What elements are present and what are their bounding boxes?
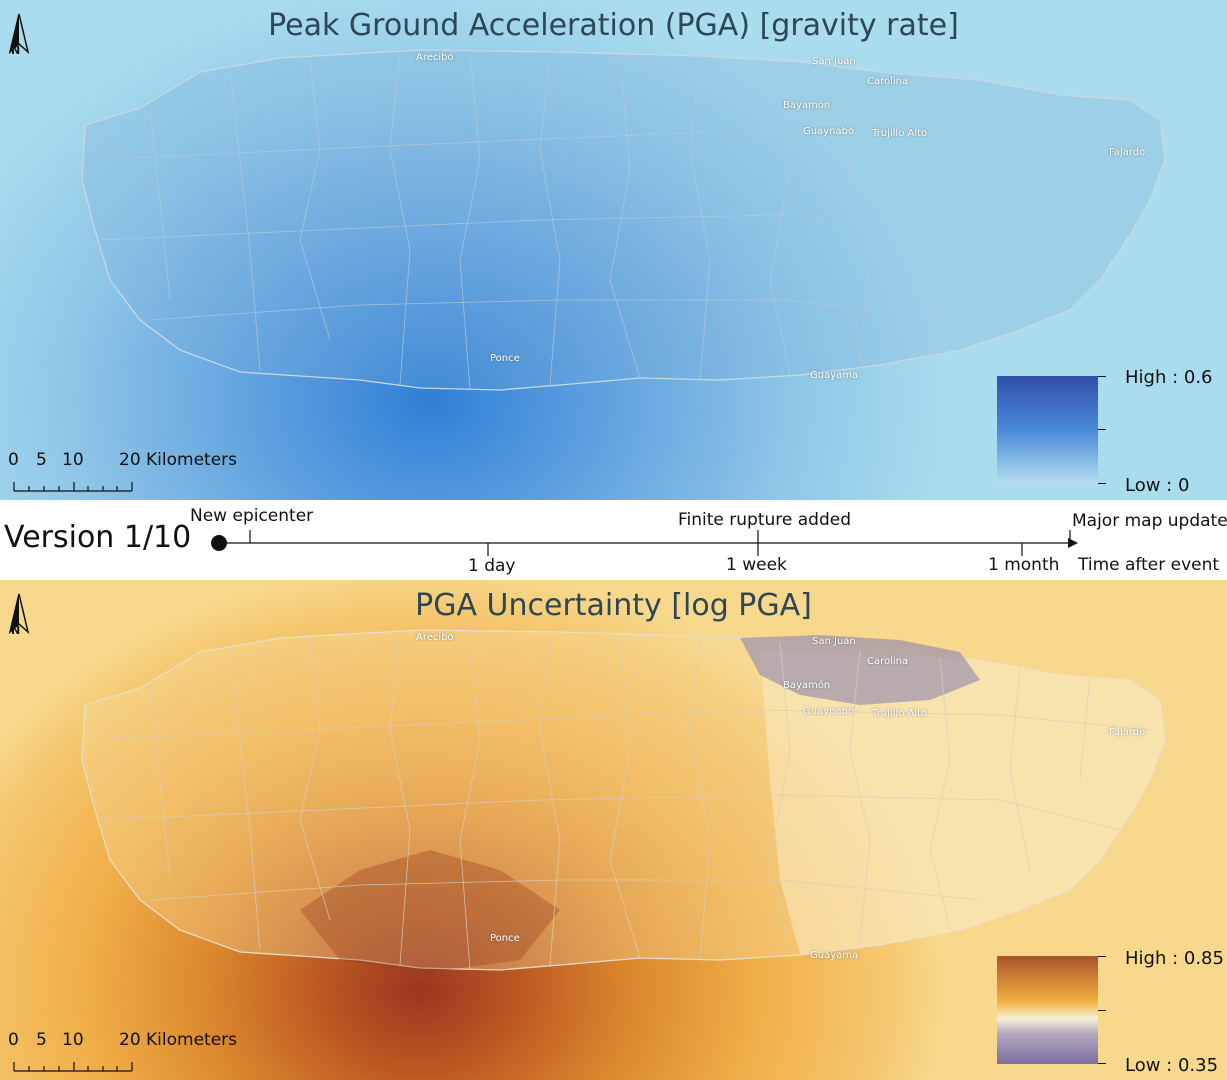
legend-high-label: High : 0.6 [1125,367,1213,388]
city-label: Ponce [490,353,520,364]
time-tick-label: 1 day [468,556,516,576]
city-label: Fajardo [1109,147,1146,158]
pga-legend-colorbar [997,376,1098,484]
legend-tick [1098,1010,1106,1011]
legend-high-label: High : 0.85 [1125,948,1224,969]
city-label: Guayama [810,370,859,381]
pga-map-title: Peak Ground Acceleration (PGA) [gravity … [268,8,959,43]
city-label: Fajardo [1109,727,1146,738]
north-arrow-icon [8,593,30,635]
north-label: N [11,624,21,637]
city-label: Ponce [490,933,520,944]
pga-island-map [81,49,1166,391]
north-arrow-icon [8,13,30,55]
legend-tick [1098,429,1106,430]
time-tick-label: 1 week [726,555,787,575]
timeline-band [0,500,1227,580]
city-label: San Juan [812,636,856,647]
north-label: N [11,44,21,57]
time-axis-label: Time after event [1078,555,1220,575]
city-label: Guaynabo [803,706,855,717]
scale-tick-label: 5 [36,1030,47,1050]
city-label: Trujillo Alto [872,708,928,719]
version-label: Version 1/10 [4,520,192,555]
city-label: Guaynabo [803,126,855,137]
uncertainty-map-title: PGA Uncertainty [log PGA] [415,588,812,623]
timeline-current-marker [211,535,227,551]
timeline-axis [211,530,1078,556]
scale-tick-label: 5 [36,450,47,470]
event-label: New epicenter [190,506,314,526]
city-label: Arecibo [416,632,454,643]
uncertainty-legend-colorbar [997,956,1098,1064]
scale-tick-label: 20 Kilometers [119,1030,238,1050]
scale-tick-label: 20 Kilometers [119,450,238,470]
scale-bar [13,1062,133,1072]
legend-tick [1098,956,1106,957]
city-label: Carolina [867,76,909,87]
city-label: Trujillo Alto [872,128,928,139]
city-label: Guayama [810,950,859,961]
uncertainty-map-panel: PGA Uncertainty [log PGA] N Arecibo San … [0,580,1227,1080]
island-outline [81,49,1166,391]
legend-tick [1098,483,1106,484]
city-label: San Juan [812,56,856,67]
legend-tick [1098,376,1106,377]
uncertainty-island-map [81,629,1166,972]
scale-bar [13,482,133,492]
scale-tick-label: 10 [62,1030,84,1050]
scale-tick-label: 0 [8,1030,19,1050]
city-label: Arecibo [416,52,454,63]
city-label: Bayamón [783,680,831,691]
city-label: Carolina [867,656,909,667]
time-tick-label: 1 month [988,555,1060,575]
event-label: Finite rupture added [678,510,852,530]
pga-map-panel: Peak Ground Acceleration (PGA) [gravity … [0,0,1227,500]
legend-low-label: Low : 0.35 [1125,1055,1219,1076]
event-label: Major map update [1072,511,1227,531]
city-label: Bayamón [783,100,831,111]
scale-tick-label: 0 [8,450,19,470]
legend-tick [1098,1063,1106,1064]
legend-low-label: Low : 0 [1125,475,1190,496]
scale-tick-label: 10 [62,450,84,470]
